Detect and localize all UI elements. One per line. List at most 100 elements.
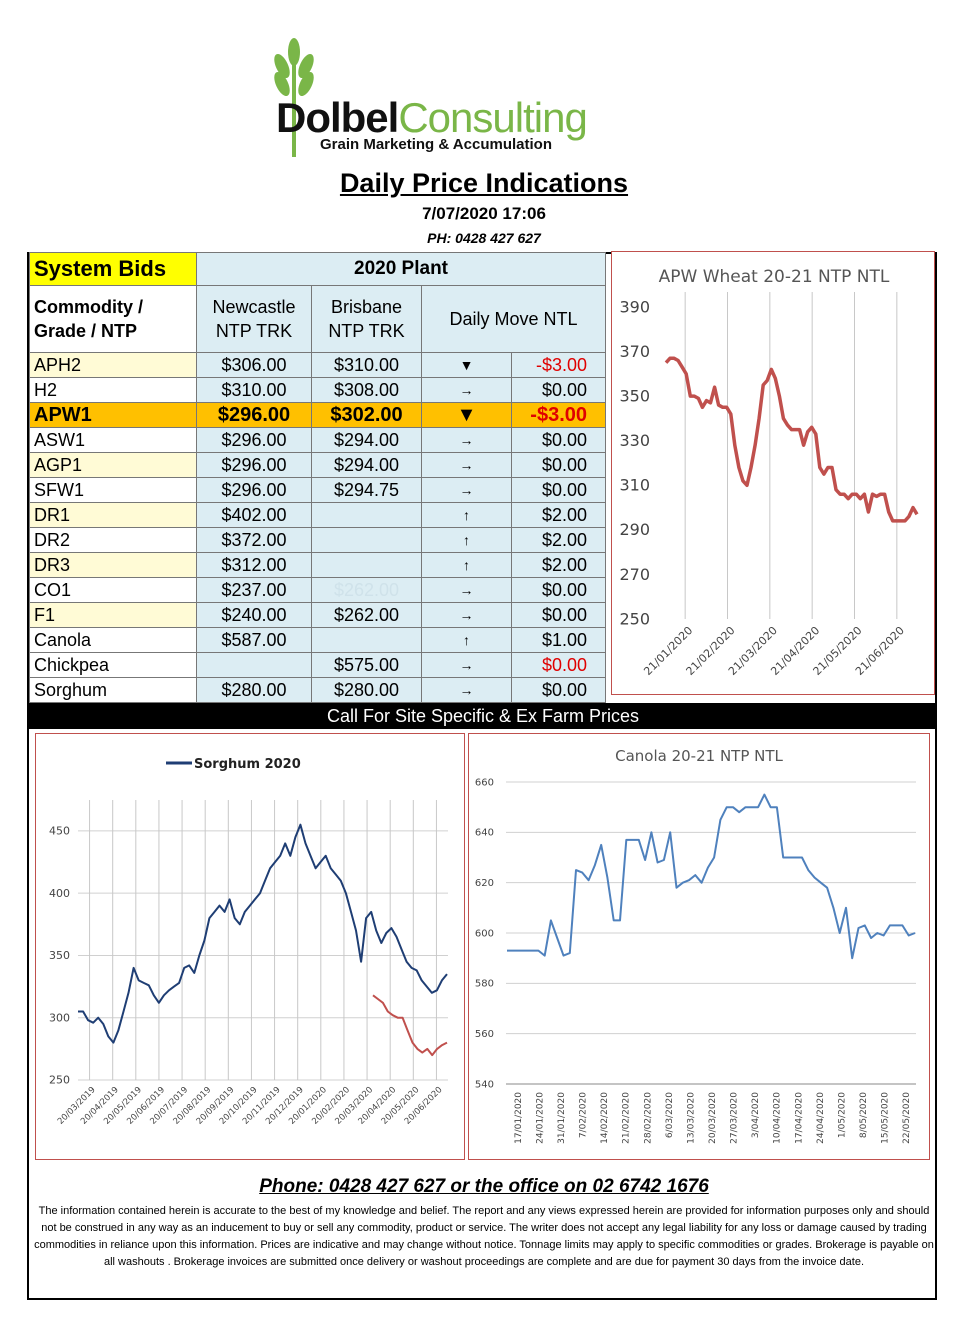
newcastle-price: $296.00 [196,452,312,478]
brisbane-price: $308.00 [311,377,422,403]
plant-label: 2020 Plant [196,252,606,286]
move-arrow-icon: → [421,427,512,453]
x-tick-label: 27/03/2020 [730,1092,740,1144]
x-tick-label: 17/01/2020 [514,1092,524,1144]
y-tick-label: 600 [475,928,494,939]
newcastle-price: $312.00 [196,552,312,578]
commodity-name: Sorghum [29,677,197,703]
disclaimer: The information contained herein is accu… [34,1205,934,1268]
brisbane-price: $262.00 [311,602,422,628]
brisbane-price: $280.00 [311,677,422,703]
commodity-name: Chickpea [29,652,197,678]
series-line [78,823,448,1044]
x-tick-label: 28/02/2020 [643,1092,653,1144]
y-tick-label: 450 [49,825,70,838]
table-body: APH2 $306.00 $310.00 ▼ -$3.00 H2 $310.00 $308.0… [29,352,606,703]
brisbane-price: $302.00 [311,402,422,428]
newcastle-price: $306.00 [196,352,312,378]
wheat-logo-icon [274,38,314,157]
table-row: F1 $240.00 $262.00 → $0.00 [29,602,606,628]
brisbane-price [311,502,422,528]
commodity-name: DR2 [29,527,197,553]
legend-label: Sorghum 2020 [194,757,301,772]
newcastle-price: $587.00 [196,627,312,653]
brand-name: DolbelConsulting [276,94,588,141]
daily-move: $0.00 [511,577,606,603]
commodity-name: AGP1 [29,452,197,478]
commodity-name: Canola [29,627,197,653]
newcastle-price: $310.00 [196,377,312,403]
y-tick-label: 620 [475,878,494,889]
col-daily-move: Daily Move NTL [421,285,606,353]
table-row: CO1 $237.00 $262.00 → $0.00 [29,577,606,603]
x-tick-label: 6/03/2020 [665,1092,675,1138]
table-row: APW1 $296.00 $302.00 ▼ -$3.00 [29,402,606,428]
daily-move: $2.00 [511,502,606,528]
canola-chart-svg: Canola 20-21 NTP NTL 660 640 620 600 580 560 54… [475,747,916,1144]
y-tick-label: 350 [49,949,70,962]
x-tick-label: 1/05/2020 [837,1092,847,1138]
col-newcastle: Newcastle NTP TRK [196,285,312,353]
move-arrow-icon: → [421,452,512,478]
table-row: DR2 $372.00 ↑ $2.00 [29,527,606,553]
daily-move: $0.00 [511,477,606,503]
apw-wheat-chart: APW Wheat 20-21 NTP NTL 390 370 350 330 310 29… [611,251,935,695]
system-bids-label: System Bids [29,252,197,286]
y-tick-label: 660 [475,777,494,788]
chart-title: APW Wheat 20-21 NTP NTL [659,267,890,287]
commodity-name: F1 [29,602,197,628]
report-datetime: 7/07/2020 17:06 [422,204,546,223]
move-arrow-icon: → [421,677,512,703]
brisbane-price [311,527,422,553]
commodity-name: DR1 [29,502,197,528]
x-tick-label: 21/02/2020 [622,1092,632,1144]
y-tick-label: 540 [475,1079,494,1090]
x-tick-label: 22/05/2020 [902,1092,912,1144]
y-tick-label: 350 [619,386,650,405]
x-tick-label: 13/03/2020 [686,1092,696,1144]
commodity-name: DR3 [29,552,197,578]
daily-move: $1.00 [511,627,606,653]
move-arrow-icon: ↑ [421,502,512,528]
y-tick-label: 330 [619,431,650,450]
daily-move: $2.00 [511,527,606,553]
commodity-name: SFW1 [29,477,197,503]
newcastle-price: $296.00 [196,427,312,453]
move-arrow-icon: → [421,652,512,678]
daily-move: $0.00 [511,602,606,628]
commodity-name: H2 [29,377,197,403]
table-row: H2 $310.00 $308.00 → $0.00 [29,377,606,403]
move-arrow-icon: ▼ [421,402,512,428]
daily-move: $0.00 [511,677,606,703]
daily-move: $0.00 [511,452,606,478]
x-tick-label: 31/01/2020 [557,1092,567,1144]
newcastle-price: $402.00 [196,502,312,528]
move-arrow-icon: → [421,377,512,403]
x-tick-label: 3/04/2020 [751,1092,761,1138]
table-row: APH2 $306.00 $310.00 ▼ -$3.00 [29,352,606,378]
y-tick-label: 400 [49,887,70,900]
move-arrow-icon: → [421,577,512,603]
col-brisbane: Brisbane NTP TRK [311,285,422,353]
move-arrow-icon: → [421,602,512,628]
header-phone: PH: 0428 427 627 [427,230,541,246]
x-tick-label: 24/01/2020 [535,1092,545,1144]
x-tick-label: 10/04/2020 [773,1092,783,1144]
brisbane-price: $262.00 [311,577,422,603]
y-tick-label: 560 [475,1029,494,1040]
brisbane-price [311,627,422,653]
commodity-name: ASW1 [29,427,197,453]
daily-move: -$3.00 [511,352,606,378]
call-bar: Call For Site Specific & Ex Farm Prices [29,703,937,729]
chart-title: Canola 20-21 NTP NTL [615,747,783,765]
brisbane-price: $294.75 [311,477,422,503]
brisbane-price [311,552,422,578]
sorghum-chart-svg: 45040035030025020/03/201920/04/201920/05… [49,757,448,1127]
daily-move: $2.00 [511,552,606,578]
table-row: ASW1 $296.00 $294.00 → $0.00 [29,427,606,453]
table-row: Sorghum $280.00 $280.00 → $0.00 [29,677,606,703]
apw-wheat-chart-svg: APW Wheat 20-21 NTP NTL 390 370 350 330 310 29… [619,267,919,678]
table-row: Canola $587.00 ↑ $1.00 [29,627,606,653]
brisbane-price: $294.00 [311,427,422,453]
y-tick-label: 310 [619,476,650,495]
